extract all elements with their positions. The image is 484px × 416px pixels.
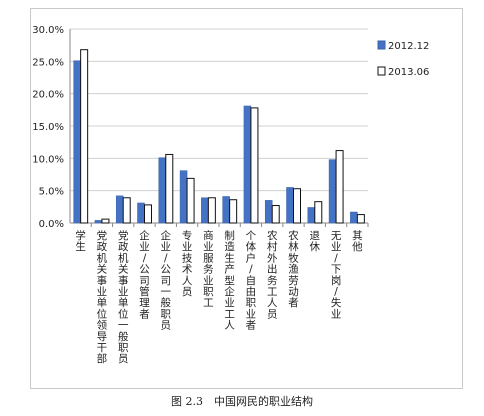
x-category-label: 个体户/自由职业者: [246, 230, 257, 332]
x-category-label: 无业/下岗/失业: [331, 230, 342, 320]
y-tick-label: 25.0%: [32, 57, 64, 68]
bar-series-2: [335, 150, 344, 224]
bar-series-2: [186, 177, 195, 224]
bar-chart: 0.0%5.0%10.0%15.0%20.0%25.0%30.0%学生党政机关事…: [32, 25, 429, 365]
bar-series-1: [264, 200, 273, 224]
legend-label: 2013.06: [388, 67, 429, 78]
y-tick-label: 30.0%: [32, 25, 64, 36]
bar-series-2: [314, 201, 323, 224]
bar-series-2: [165, 153, 174, 224]
bar-series-1: [307, 207, 316, 224]
x-category-label: 商业服务业职工: [203, 229, 214, 309]
y-tick-label: 5.0%: [39, 187, 64, 198]
bar-series-1: [158, 157, 167, 224]
bar-series-2: [122, 197, 131, 224]
x-category-label: 党政机关事业单位领导干部: [97, 229, 108, 365]
bar-series-2: [293, 188, 301, 224]
figure-caption: 图 2.3 中国网民的职业结构: [171, 395, 313, 408]
bar-series-1: [115, 195, 124, 224]
bar-series-2: [80, 49, 89, 224]
legend-label: 2012.12: [388, 41, 429, 52]
bar-series-1: [137, 202, 145, 224]
bar-series-1: [286, 187, 294, 224]
bar-series-2: [101, 218, 110, 224]
x-category-label: 制造生产型企业工人: [224, 229, 235, 332]
x-category-label: 学生: [75, 229, 86, 253]
bar-series-1: [94, 220, 103, 224]
bar-series-2: [229, 199, 238, 224]
bar-series-1: [179, 170, 188, 224]
y-tick-label: 0.0%: [39, 219, 64, 230]
x-category-label: 农林牧渔劳动者: [288, 229, 299, 309]
bar-series-1: [222, 196, 230, 224]
y-tick-label: 20.0%: [32, 90, 64, 101]
y-tick-label: 10.0%: [32, 154, 64, 165]
legend-swatch: [377, 40, 386, 50]
bar-series-1: [350, 211, 358, 224]
x-category-label: 农村外出务工人员: [267, 229, 278, 320]
bar-series-1: [243, 105, 252, 224]
x-category-label: 退休: [310, 230, 321, 253]
bar-series-2: [207, 197, 216, 224]
y-tick-label: 15.0%: [32, 122, 64, 133]
bar-series-1: [73, 60, 81, 224]
bar-series-1: [328, 159, 337, 224]
chart-frame: [30, 8, 463, 389]
x-category-label: 党政机关事业单位一般职员: [118, 229, 129, 365]
bar-series-2: [271, 205, 280, 224]
bar-series-2: [356, 214, 365, 224]
bar-series-1: [201, 197, 209, 224]
x-category-label: 其他: [352, 230, 363, 253]
x-category-label: 专业技术人员: [182, 229, 193, 298]
x-category-label: 企业/公司管理者: [139, 229, 150, 320]
x-category-label: 企业/公司一般职员: [161, 229, 172, 332]
bar-series-2: [144, 204, 152, 224]
legend-swatch: [377, 66, 386, 76]
bar-series-2: [250, 107, 259, 224]
